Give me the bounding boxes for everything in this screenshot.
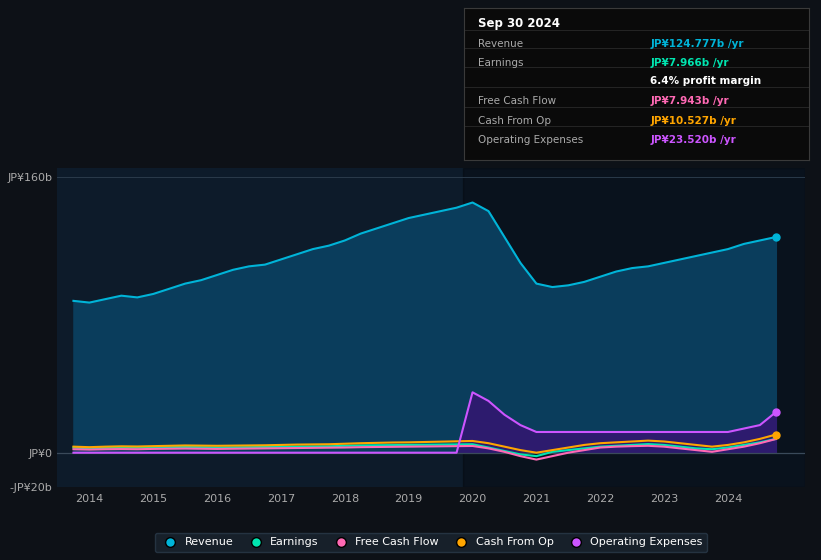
Text: Sep 30 2024: Sep 30 2024 (478, 17, 560, 30)
Bar (463, 168, 805, 487)
Text: Earnings: Earnings (478, 58, 523, 68)
Text: JP¥23.520b /yr: JP¥23.520b /yr (650, 136, 736, 146)
Text: JP¥10.527b /yr: JP¥10.527b /yr (650, 116, 736, 126)
Text: Revenue: Revenue (478, 39, 523, 49)
Text: Free Cash Flow: Free Cash Flow (478, 96, 556, 106)
Text: Cash From Op: Cash From Op (478, 116, 551, 126)
Text: Operating Expenses: Operating Expenses (478, 136, 583, 146)
Legend: Revenue, Earnings, Free Cash Flow, Cash From Op, Operating Expenses: Revenue, Earnings, Free Cash Flow, Cash … (155, 533, 707, 552)
Text: 6.4% profit margin: 6.4% profit margin (650, 77, 761, 86)
Text: JP¥7.966b /yr: JP¥7.966b /yr (650, 58, 728, 68)
Text: JP¥124.777b /yr: JP¥124.777b /yr (650, 39, 744, 49)
Text: JP¥7.943b /yr: JP¥7.943b /yr (650, 96, 729, 106)
